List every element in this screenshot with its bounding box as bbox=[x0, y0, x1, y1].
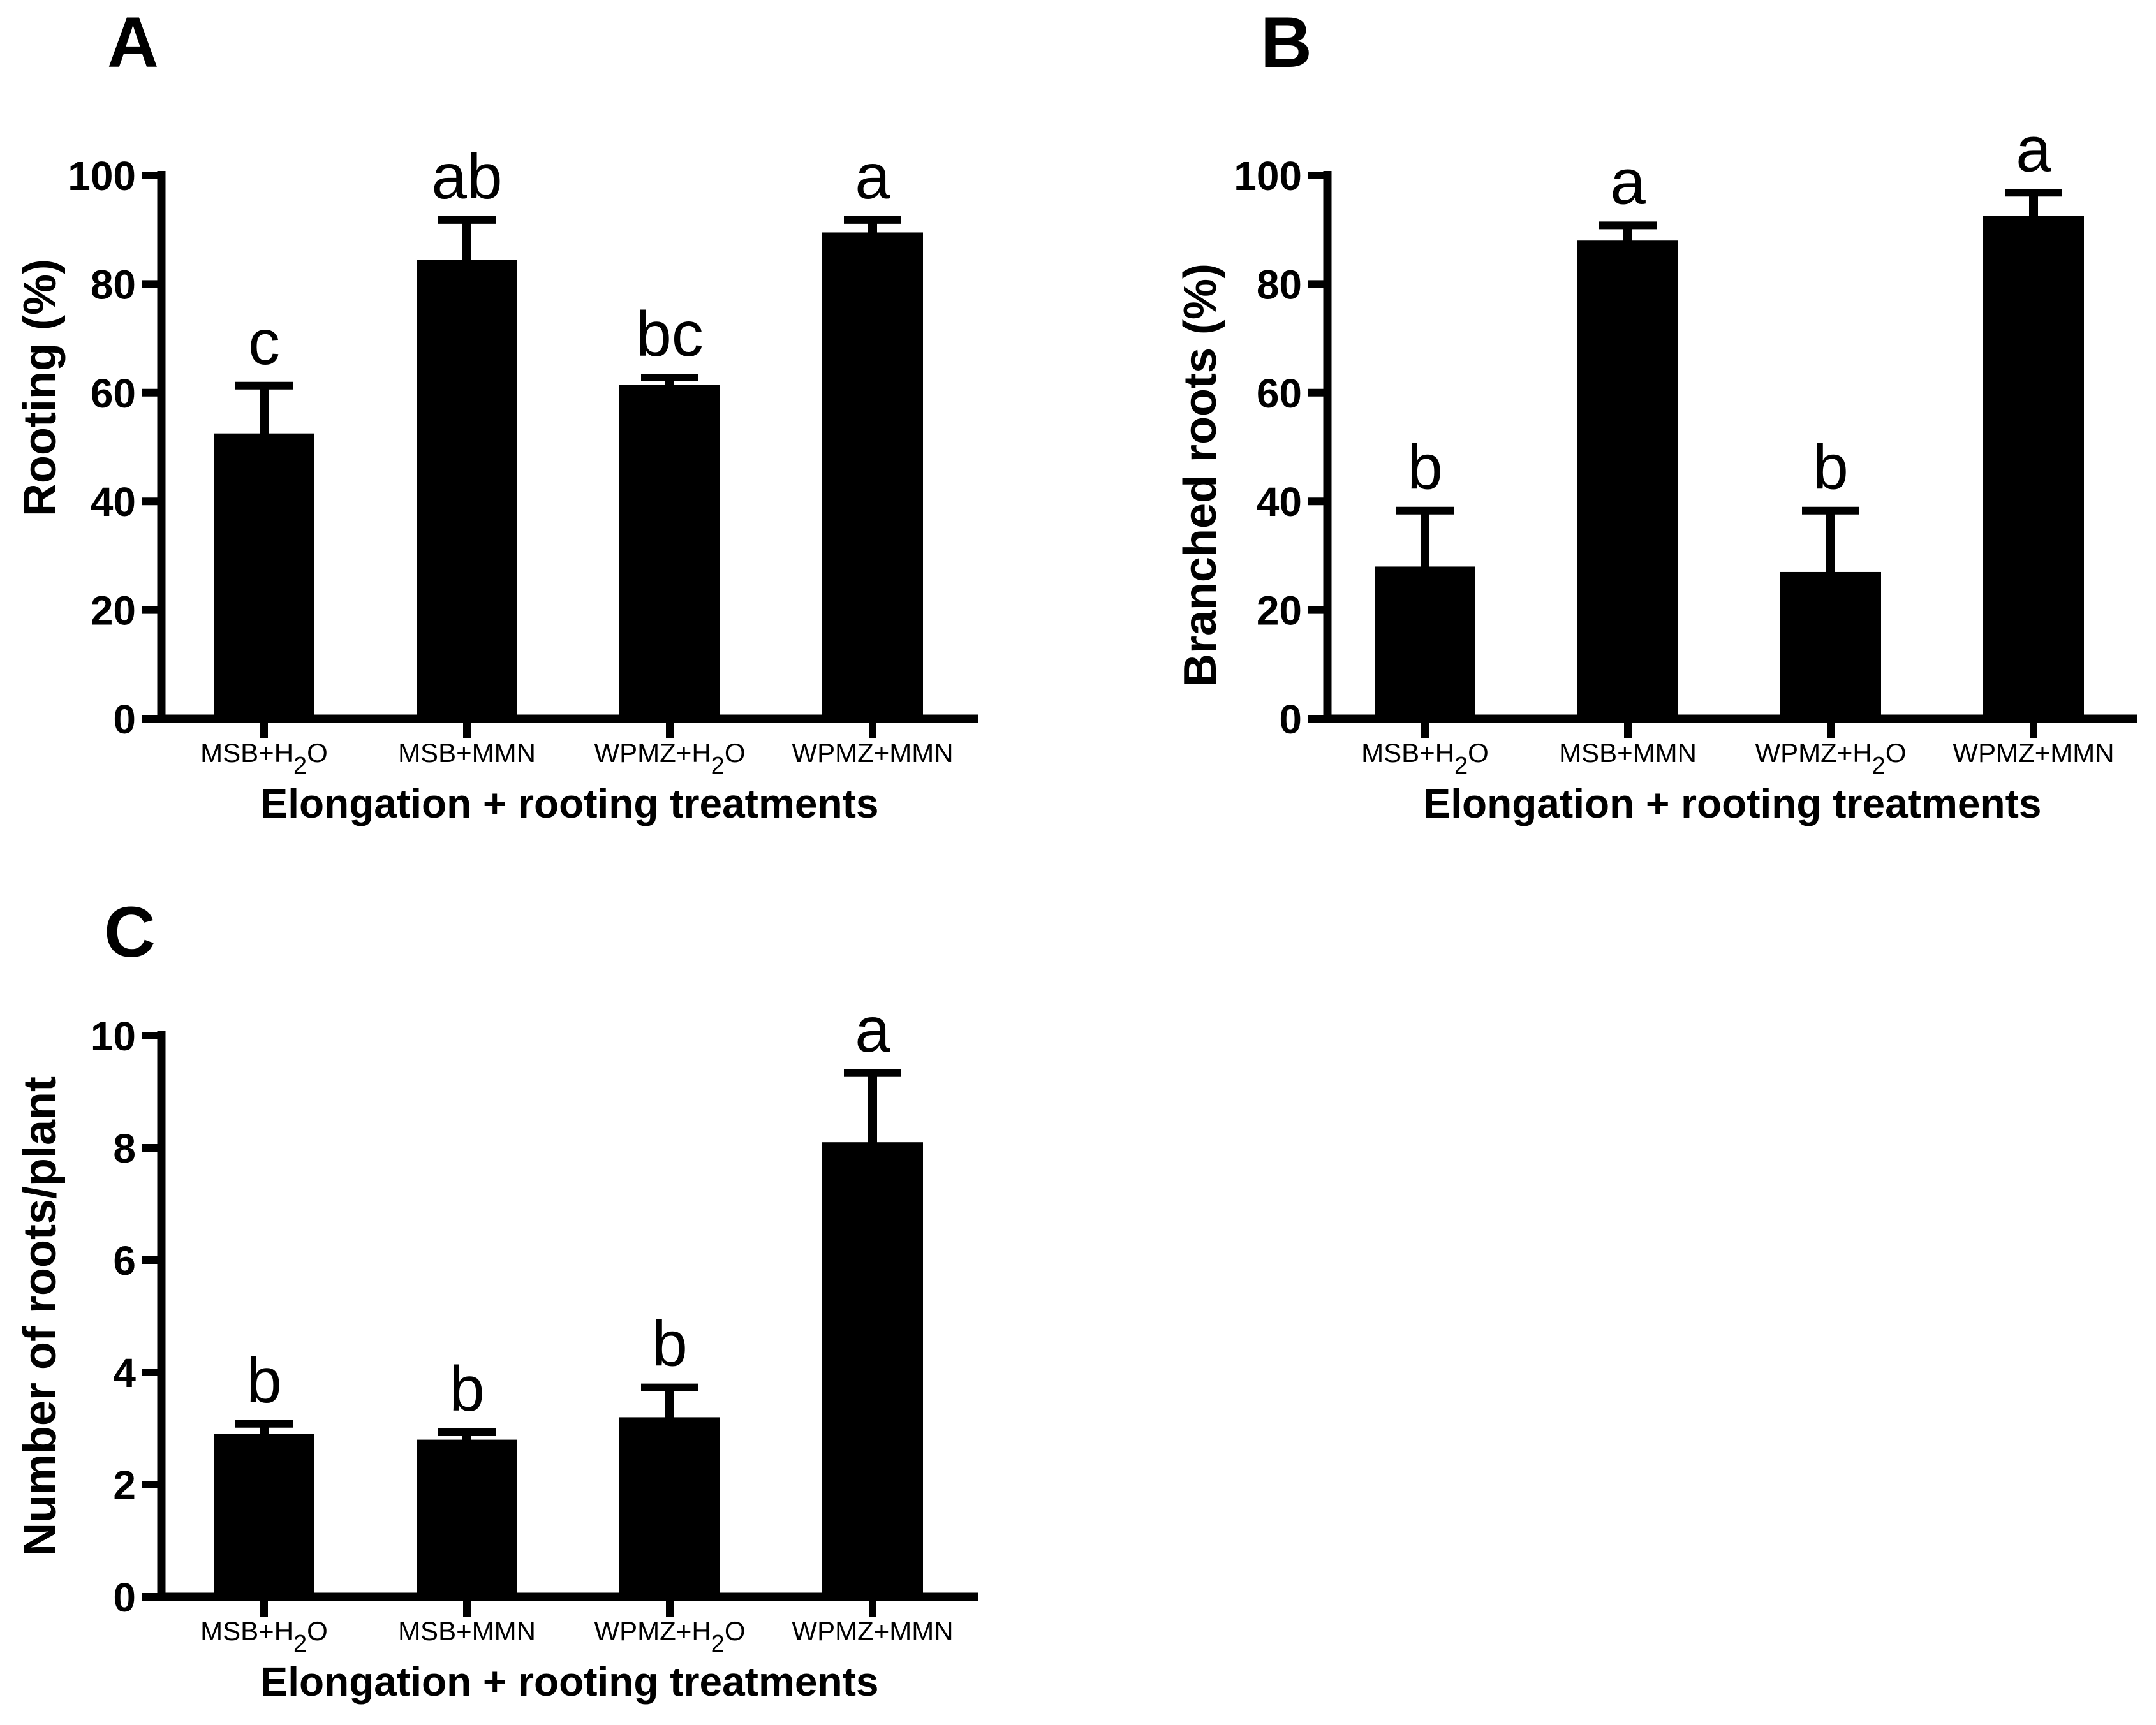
y-tick-label: 20 bbox=[1257, 588, 1302, 634]
bar bbox=[619, 1417, 720, 1597]
y-tick-label: 40 bbox=[91, 479, 136, 525]
bar bbox=[1577, 240, 1678, 719]
bar bbox=[417, 260, 517, 719]
significance-letter: a bbox=[2016, 114, 2051, 185]
significance-letter: b bbox=[246, 1345, 282, 1416]
y-tick-label: 0 bbox=[113, 1575, 136, 1620]
x-tick-label: WPMZ+MMN bbox=[792, 1616, 953, 1646]
y-tick-label: 4 bbox=[113, 1350, 136, 1396]
bar bbox=[1780, 571, 1881, 719]
y-tick-label: 8 bbox=[113, 1126, 136, 1171]
x-tick-label: MSB+MMN bbox=[398, 738, 536, 768]
panel-b-chart: 0 20 40 60 80 100 b MSB+H2O a MSB+MMN b WPMZ+H2O a WP… bbox=[1234, 114, 2137, 779]
x-axis-title-panel-c: Elongation + rooting treatments bbox=[260, 1659, 879, 1705]
y-tick-label: 100 bbox=[1234, 153, 1302, 199]
significance-letter: a bbox=[855, 994, 890, 1066]
bar bbox=[417, 1439, 517, 1597]
x-tick-label: MSB+H2O bbox=[200, 738, 328, 779]
y-tick-label: 60 bbox=[91, 371, 136, 416]
x-tick-label: WPMZ+H2O bbox=[1755, 738, 1907, 779]
panel-letter-a: A bbox=[107, 3, 159, 82]
x-tick-label: MSB+MMN bbox=[398, 1616, 536, 1646]
significance-letter: b bbox=[1813, 432, 1849, 503]
y-tick-label: 6 bbox=[113, 1238, 136, 1284]
panel-c-chart: 0 2 4 6 8 10 b MSB+H2O b MSB+MMN b WPMZ+H2O a WPMZ+MM… bbox=[91, 994, 978, 1657]
bar bbox=[214, 1434, 314, 1597]
y-tick-label: 80 bbox=[1257, 261, 1302, 307]
x-tick-label: MSB+H2O bbox=[200, 1616, 328, 1657]
significance-letter: b bbox=[1407, 432, 1443, 503]
significance-letter: c bbox=[248, 307, 280, 378]
panel-a-chart: 0 20 40 60 80 100 c MSB+H2O ab MSB+MMN bc WPMZ+H2O a… bbox=[68, 141, 978, 779]
y-tick-label: 10 bbox=[91, 1013, 136, 1059]
x-tick-label: WPMZ+H2O bbox=[594, 738, 746, 779]
bar bbox=[822, 232, 923, 719]
significance-letter: a bbox=[855, 141, 890, 212]
y-tick-label: 60 bbox=[1257, 371, 1302, 416]
x-tick-label: WPMZ+H2O bbox=[594, 1616, 746, 1657]
bar bbox=[1375, 566, 1475, 719]
y-tick-label: 20 bbox=[91, 588, 136, 634]
x-tick-label: MSB+MMN bbox=[1559, 738, 1697, 768]
bar bbox=[1983, 216, 2084, 719]
y-tick-label: 80 bbox=[91, 261, 136, 307]
bar bbox=[822, 1142, 923, 1597]
significance-letter: bc bbox=[636, 298, 704, 370]
significance-letter: ab bbox=[431, 141, 502, 212]
y-tick-label: 0 bbox=[113, 696, 136, 742]
significance-letter: a bbox=[1610, 146, 1646, 217]
y-tick-label: 100 bbox=[68, 153, 136, 199]
x-tick-label: WPMZ+MMN bbox=[792, 738, 953, 768]
x-axis-title-panel-b: Elongation + rooting treatments bbox=[1423, 781, 2042, 826]
bar bbox=[619, 385, 720, 719]
x-tick-label: WPMZ+MMN bbox=[1953, 738, 2114, 768]
significance-letter: b bbox=[449, 1353, 485, 1425]
y-tick-label: 0 bbox=[1279, 696, 1302, 742]
panel-letter-c: C bbox=[104, 892, 156, 972]
x-tick-label: MSB+H2O bbox=[1361, 738, 1489, 779]
y-tick-label: 40 bbox=[1257, 479, 1302, 525]
y-tick-label: 2 bbox=[113, 1462, 136, 1508]
bar bbox=[214, 433, 314, 719]
significance-letter: b bbox=[652, 1309, 688, 1380]
panel-letter-b: B bbox=[1260, 3, 1312, 82]
x-axis-title-panel-a: Elongation + rooting treatments bbox=[260, 781, 879, 826]
